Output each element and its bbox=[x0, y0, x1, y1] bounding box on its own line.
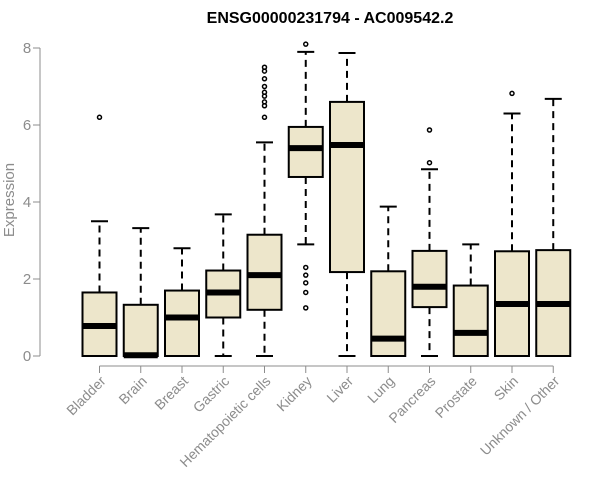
chart-title: ENSG00000231794 - AC009542.2 bbox=[207, 10, 454, 27]
box-hematopoietic-cells bbox=[246, 64, 283, 357]
box-liver bbox=[329, 52, 365, 357]
y-tick-label: 2 bbox=[23, 271, 31, 288]
box-kidney bbox=[287, 41, 324, 311]
outlier-point bbox=[303, 280, 309, 286]
y-axis-label: Expression bbox=[1, 163, 18, 237]
x-tick-label: Breast bbox=[151, 373, 191, 413]
y-tick-label: 4 bbox=[23, 194, 31, 211]
x-tick-label: Liver bbox=[323, 373, 356, 406]
box-unknown-other bbox=[535, 97, 572, 357]
outlier-point bbox=[261, 114, 268, 121]
y-tick-label: 0 bbox=[23, 348, 31, 365]
iqr-box bbox=[122, 303, 159, 358]
box-lung bbox=[370, 205, 407, 357]
outlier-point bbox=[303, 272, 309, 278]
x-tick-label: Lung bbox=[364, 373, 397, 406]
iqr-box bbox=[370, 270, 407, 357]
box-bladder bbox=[81, 114, 118, 358]
outlier-point bbox=[303, 41, 309, 47]
box-breast bbox=[164, 247, 200, 357]
y-tick-label: 8 bbox=[23, 40, 31, 57]
outlier-point bbox=[261, 89, 268, 96]
iqr-box bbox=[164, 289, 200, 357]
y-tick-label: 6 bbox=[23, 117, 31, 134]
outlier-point bbox=[303, 305, 309, 311]
iqr-box bbox=[411, 249, 448, 309]
iqr-box bbox=[287, 125, 324, 178]
outlier-point bbox=[96, 114, 103, 121]
x-tick-label: Kidney bbox=[273, 373, 315, 415]
iqr-box bbox=[452, 284, 489, 358]
box-brain bbox=[122, 227, 159, 359]
box-skin bbox=[494, 90, 530, 357]
box-pancreas bbox=[411, 127, 448, 357]
outlier-point bbox=[261, 76, 268, 82]
iqr-box bbox=[329, 100, 365, 274]
box-gastric bbox=[205, 213, 242, 357]
x-tick-label: Prostate bbox=[432, 373, 480, 421]
boxes-group bbox=[81, 41, 572, 359]
outlier-point bbox=[426, 127, 433, 133]
outlier-point bbox=[261, 83, 268, 90]
outlier-point bbox=[303, 289, 309, 296]
outlier-point bbox=[303, 264, 309, 271]
x-tick-label: Skin bbox=[491, 373, 522, 404]
outlier-point bbox=[426, 159, 433, 166]
x-tick-label: Bladder bbox=[63, 373, 109, 419]
outlier-point bbox=[509, 90, 515, 97]
outlier-point bbox=[261, 99, 268, 105]
outlier-point bbox=[261, 64, 268, 70]
y-axis: 0 2 4 6 8 bbox=[23, 40, 41, 365]
x-tick-label: Brain bbox=[115, 373, 149, 407]
box-prostate bbox=[452, 243, 489, 358]
